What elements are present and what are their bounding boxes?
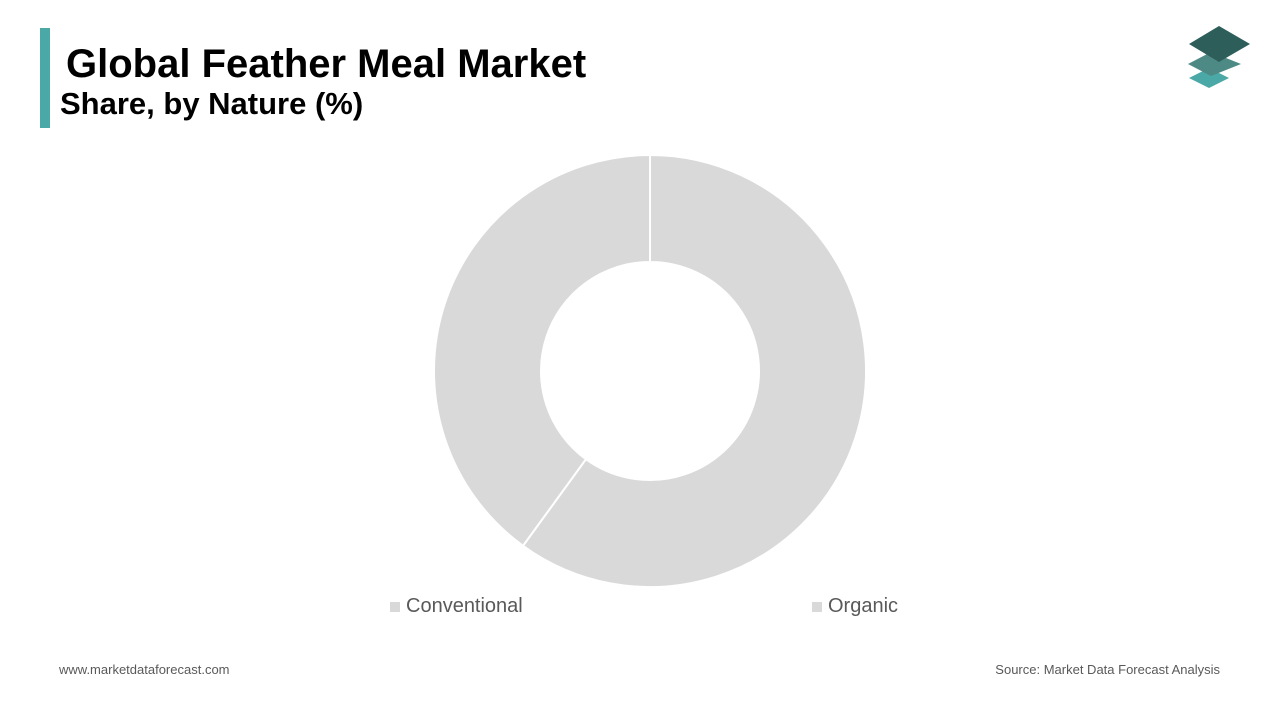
title-accent-bar — [40, 28, 50, 128]
legend-label-conventional: Conventional — [406, 595, 523, 617]
legend-swatch-organic — [812, 601, 822, 612]
source-note: Source: Market Data Forecast Analysis — [995, 662, 1220, 677]
logo-layer-bottom — [1189, 68, 1229, 88]
website-url: www.marketdataforecast.com — [59, 662, 230, 677]
donut-slice-organic — [433, 153, 651, 548]
logo-layer-middle — [1188, 52, 1241, 76]
legend-item-conventional: Conventional — [390, 595, 523, 618]
legend-swatch-conventional — [390, 601, 400, 612]
donut-slice-conventional — [521, 153, 867, 588]
logo-layer-top — [1189, 26, 1250, 62]
legend-label-organic: Organic — [828, 595, 899, 617]
chart-subtitle: Share, by Nature (%) — [60, 86, 364, 121]
chart-legend: Conventional Organic — [0, 595, 1280, 619]
legend-item-organic: Organic — [812, 595, 898, 618]
chart-title: Global Feather Meal Market — [66, 42, 587, 86]
stacked-layers-logo-icon — [1188, 26, 1250, 88]
